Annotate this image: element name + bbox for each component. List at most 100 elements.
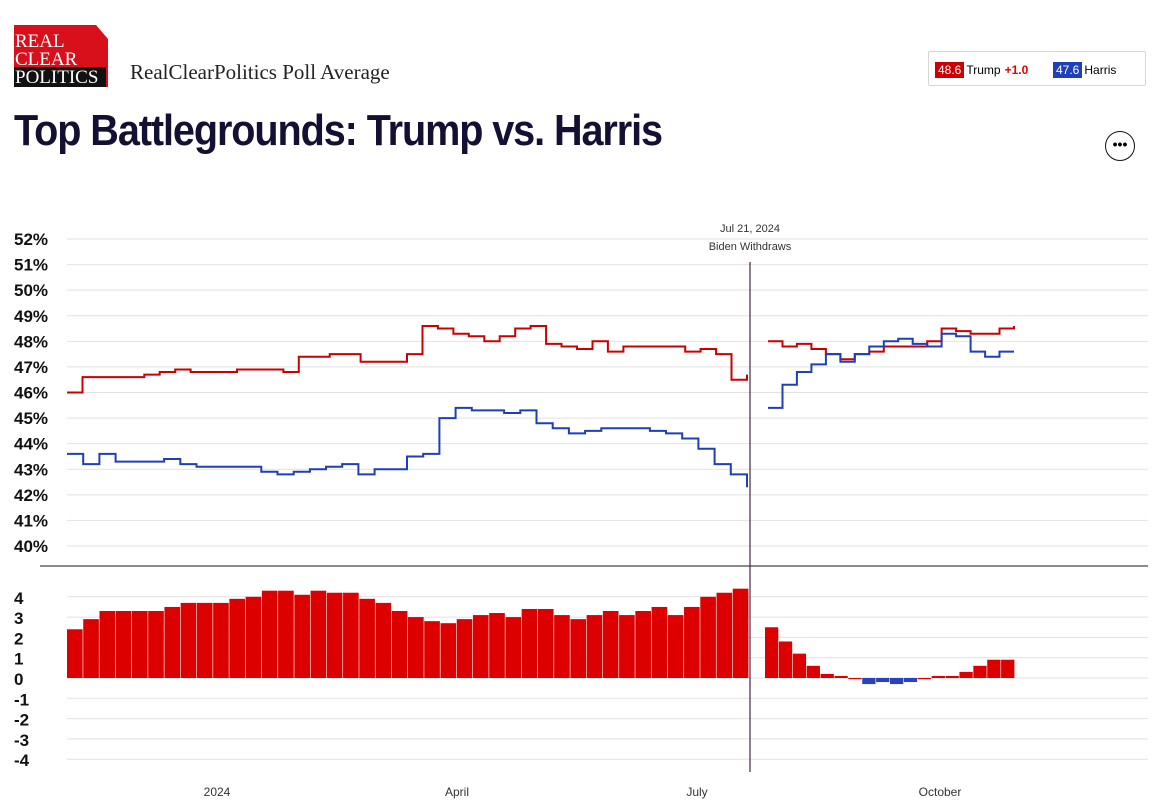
harris-value-badge: 47.6: [1053, 62, 1083, 78]
spread-bar: [440, 623, 457, 678]
rcp-logo[interactable]: REAL CLEAR POLITICS: [14, 25, 108, 88]
trump-line: [768, 326, 1015, 361]
spread-bar: [602, 611, 619, 678]
spread-bar: [505, 617, 522, 678]
spread-bar: [99, 611, 116, 678]
spread-bar: [890, 678, 904, 685]
spread-bar: [196, 602, 213, 678]
trump-change: +1.0: [1004, 63, 1029, 77]
poll-average-subtitle: RealClearPolitics Poll Average: [130, 60, 390, 84]
spread-bar: [310, 590, 327, 678]
spread-bar: [917, 678, 932, 680]
spread-bar: [278, 590, 294, 678]
event-date: Jul 21, 2024: [720, 223, 780, 235]
spread-bar: [489, 613, 505, 678]
spread-bar: [537, 608, 554, 678]
spread-bar: [326, 592, 343, 678]
legend-trump[interactable]: 48.6 Trump +1.0: [935, 62, 1028, 78]
y-tick-label: 45%: [14, 409, 48, 428]
spread-bar: [83, 619, 99, 678]
spread-bar: [619, 615, 635, 678]
spread-bar: [987, 659, 1001, 678]
spread-bar: [732, 588, 749, 678]
x-tick-label: July: [686, 785, 707, 799]
spread-bar: [716, 592, 733, 678]
harris-line: [768, 332, 1014, 409]
spread-y-tick-label: 2: [14, 629, 23, 648]
spread-y-tick-label: -3: [14, 731, 29, 750]
spread-bar: [570, 619, 587, 678]
x-tick-label: April: [445, 785, 469, 799]
spread-y-tick-label: 1: [14, 650, 23, 669]
spread-bar: [424, 621, 440, 678]
spread-bar: [667, 615, 684, 678]
spread-bar: [700, 596, 716, 678]
more-options-button[interactable]: •••: [1105, 131, 1135, 161]
trump-line: [67, 325, 748, 394]
spread-bar: [180, 602, 197, 678]
spread-bar: [973, 665, 987, 678]
spread-bar: [959, 671, 973, 678]
spread-bar: [778, 641, 793, 678]
spread-bar: [375, 602, 392, 678]
y-tick-label: 43%: [14, 460, 48, 479]
y-tick-label: 44%: [14, 435, 48, 454]
spread-bar: [684, 606, 700, 678]
y-tick-label: 47%: [14, 358, 48, 377]
spread-bar: [848, 678, 862, 680]
spread-bar: [229, 598, 246, 678]
spread-bar: [456, 619, 473, 678]
spread-y-tick-label: 0: [14, 670, 23, 689]
y-tick-label: 40%: [14, 537, 48, 556]
spread-bar: [651, 606, 668, 678]
spread-bar: [343, 592, 359, 678]
trump-name: Trump: [966, 63, 1001, 77]
y-tick-label: 52%: [14, 230, 48, 249]
spread-bar: [164, 606, 181, 678]
spread-bar: [472, 615, 489, 678]
y-tick-label: 41%: [14, 511, 48, 530]
spread-bar: [862, 678, 876, 685]
y-tick-label: 42%: [14, 486, 48, 505]
spread-bar: [820, 673, 834, 678]
spread-y-tick-label: -2: [14, 711, 29, 730]
spread-bar: [115, 611, 132, 678]
y-tick-label: 51%: [14, 256, 48, 275]
spread-bar: [148, 611, 164, 678]
y-tick-label: 48%: [14, 332, 48, 351]
spread-bar: [1001, 659, 1015, 678]
spread-bar: [586, 615, 603, 678]
spread-bar: [635, 611, 651, 678]
spread-bar: [67, 629, 83, 678]
spread-bar: [391, 611, 408, 678]
spread-bar: [359, 598, 375, 678]
spread-bar: [806, 665, 820, 678]
more-horizontal-icon: •••: [1112, 135, 1128, 152]
spread-y-tick-label: 3: [14, 609, 23, 628]
y-tick-label: 49%: [14, 307, 48, 326]
rcp-logo-mark: REAL CLEAR POLITICS: [14, 25, 108, 88]
spread-bar: [261, 590, 278, 678]
spread-bar: [213, 602, 229, 678]
spread-bar: [945, 675, 959, 678]
spread-bar: [876, 678, 890, 683]
harris-line: [67, 406, 748, 488]
logo-line-1: REAL: [15, 31, 65, 52]
harris-name: Harris: [1084, 63, 1117, 77]
logo-line-3: POLITICS: [15, 67, 98, 87]
x-tick-label: October: [919, 785, 962, 799]
spread-bar: [294, 594, 310, 678]
spread-bar: [765, 627, 779, 678]
spread-y-tick-label: -1: [14, 690, 29, 709]
spread-bar: [408, 617, 424, 678]
page-title: Top Battlegrounds: Trump vs. Harris: [14, 106, 663, 155]
spread-bar: [792, 653, 807, 678]
spread-y-tick-label: -4: [14, 751, 30, 770]
legend-harris[interactable]: 47.6 Harris: [1053, 62, 1116, 78]
spread-bar: [521, 608, 538, 678]
trump-value-badge: 48.6: [935, 62, 965, 78]
spread-bar: [131, 611, 148, 678]
event-label: Biden Withdraws: [709, 241, 792, 253]
logo-line-2: CLEAR: [15, 49, 78, 70]
